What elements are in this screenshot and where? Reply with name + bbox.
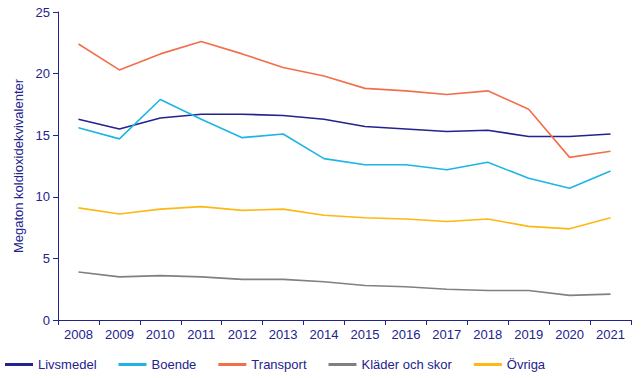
svg-text:Övriga: Övriga — [507, 357, 546, 372]
svg-text:2018: 2018 — [473, 327, 502, 342]
svg-text:2011: 2011 — [187, 327, 215, 342]
svg-text:Megaton koldioxidekvivalenter: Megaton koldioxidekvivalenter — [11, 78, 26, 253]
svg-text:2009: 2009 — [105, 327, 134, 342]
svg-text:2021: 2021 — [596, 327, 625, 342]
svg-text:10: 10 — [36, 189, 50, 204]
svg-text:2012: 2012 — [228, 327, 257, 342]
svg-text:5: 5 — [43, 251, 50, 266]
svg-text:25: 25 — [36, 5, 50, 20]
svg-text:2014: 2014 — [310, 327, 339, 342]
svg-text:0: 0 — [43, 313, 50, 328]
svg-text:2016: 2016 — [391, 327, 420, 342]
svg-text:15: 15 — [36, 128, 50, 143]
svg-text:2010: 2010 — [146, 327, 175, 342]
svg-text:2008: 2008 — [64, 327, 93, 342]
svg-text:Boende: Boende — [152, 357, 197, 372]
svg-text:2019: 2019 — [514, 327, 543, 342]
svg-text:2020: 2020 — [555, 327, 584, 342]
svg-text:2013: 2013 — [269, 327, 298, 342]
svg-text:2015: 2015 — [351, 327, 380, 342]
svg-text:Kläder och skor: Kläder och skor — [361, 357, 452, 372]
svg-text:2017: 2017 — [432, 327, 461, 342]
svg-text:Livsmedel: Livsmedel — [38, 357, 97, 372]
svg-text:20: 20 — [36, 66, 50, 81]
svg-text:Transport: Transport — [251, 357, 307, 372]
